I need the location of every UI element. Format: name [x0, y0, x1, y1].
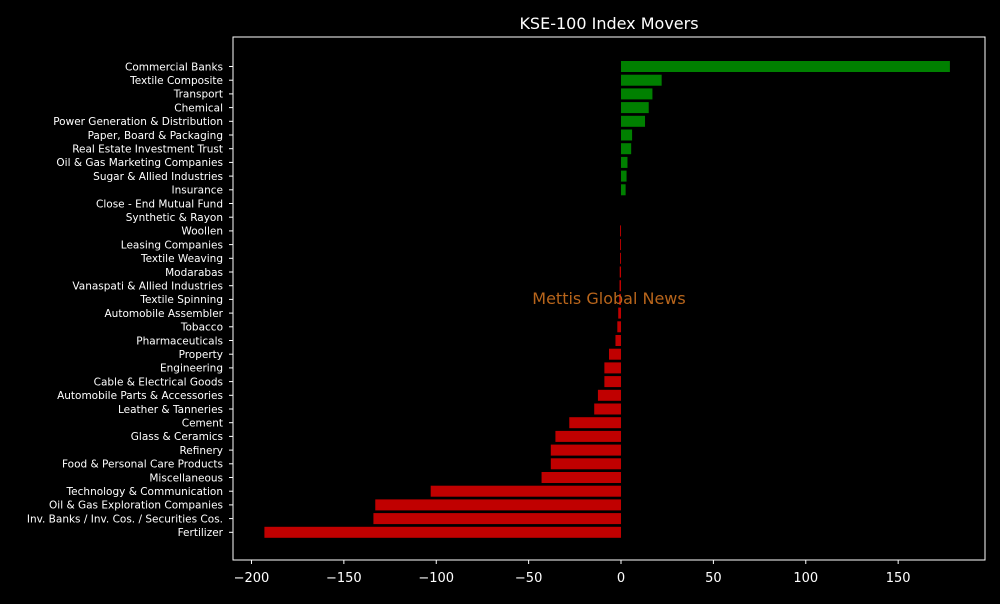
x-axis-ticks: −200 −150 −100 −50 0 50 100 150 — [234, 560, 911, 586]
category-label: Synthetic & Rayon — [126, 212, 223, 224]
bar — [373, 513, 622, 525]
category-label: Property — [179, 349, 223, 361]
x-tick-label: 0 — [617, 571, 625, 586]
category-label: Automobile Assembler — [105, 308, 224, 320]
bar — [620, 252, 622, 264]
bar — [620, 239, 622, 251]
category-label: Modarabas — [165, 267, 223, 279]
category-label: Chemical — [174, 102, 223, 114]
category-label: Insurance — [171, 185, 223, 197]
bar — [621, 115, 646, 127]
category-label: Close - End Mutual Fund — [96, 198, 223, 210]
bar — [604, 376, 622, 388]
category-label: Leasing Companies — [121, 239, 223, 251]
category-label: Transport — [173, 89, 223, 101]
category-label: Inv. Banks / Inv. Cos. / Securities Cos. — [27, 513, 223, 525]
bar — [621, 184, 626, 196]
x-tick-label: −200 — [234, 571, 270, 586]
category-label: Power Generation & Distribution — [53, 116, 223, 128]
category-label: Commercial Banks — [125, 61, 223, 73]
category-label: Oil & Gas Exploration Companies — [49, 500, 223, 512]
x-tick-label: 100 — [793, 571, 818, 586]
bar — [621, 102, 649, 114]
bar — [569, 417, 622, 429]
x-tick-label: 50 — [705, 571, 722, 586]
bars-layer — [264, 61, 950, 538]
bar — [621, 170, 627, 182]
category-label: Food & Personal Care Products — [62, 459, 223, 471]
category-labels: Commercial Banks Textile Composite Transpo… — [27, 61, 233, 539]
bar — [617, 321, 622, 333]
bar — [621, 156, 628, 168]
bar — [619, 293, 622, 305]
bar — [620, 225, 622, 237]
category-label: Textile Spinning — [139, 294, 223, 306]
category-label: Leather & Tanneries — [118, 404, 223, 416]
category-label: Paper, Board & Packaging — [88, 130, 223, 142]
bar — [541, 472, 622, 483]
x-tick-label: −150 — [326, 571, 362, 586]
bar — [621, 74, 662, 86]
axes-frame — [232, 36, 986, 561]
chart-title: KSE-100 Index Movers — [519, 14, 698, 33]
category-label: Oil & Gas Marketing Companies — [56, 157, 223, 169]
category-label: Miscellaneous — [149, 472, 223, 484]
bar — [550, 458, 622, 470]
category-label: Fertilizer — [178, 527, 224, 539]
bar — [550, 444, 622, 456]
bar — [618, 307, 622, 319]
bar — [375, 499, 622, 511]
bar — [615, 335, 622, 346]
bar — [430, 485, 622, 497]
bar — [604, 362, 622, 374]
bar — [619, 266, 622, 278]
bar — [609, 348, 622, 360]
bar — [621, 143, 632, 155]
category-label: Automobile Parts & Accessories — [57, 390, 223, 402]
bar — [555, 430, 622, 442]
x-tick-label: −100 — [418, 571, 454, 586]
bar — [594, 403, 622, 415]
category-label: Cable & Electrical Goods — [94, 376, 223, 388]
bar — [264, 526, 622, 538]
category-label: Textile Weaving — [140, 253, 223, 265]
category-label: Vanaspati & Allied Industries — [72, 281, 223, 293]
category-label: Textile Composite — [129, 75, 223, 87]
category-label: Woollen — [181, 226, 223, 238]
bar — [621, 88, 653, 100]
bar — [621, 129, 633, 141]
category-label: Tobacco — [180, 322, 223, 334]
bar — [619, 280, 622, 292]
category-label: Cement — [182, 418, 223, 430]
category-label: Refinery — [179, 445, 223, 457]
category-label: Technology & Communication — [66, 486, 223, 498]
category-label: Pharmaceuticals — [136, 335, 223, 347]
watermark-text: Mettis Global News — [532, 289, 685, 308]
x-tick-label: −50 — [515, 571, 542, 586]
category-label: Glass & Ceramics — [131, 431, 223, 443]
category-label: Real Estate Investment Trust — [72, 144, 223, 156]
bar — [621, 61, 950, 72]
category-label: Sugar & Allied Industries — [93, 171, 223, 183]
bar — [597, 389, 622, 401]
category-label: Engineering — [160, 363, 223, 375]
x-tick-label: 150 — [886, 571, 911, 586]
